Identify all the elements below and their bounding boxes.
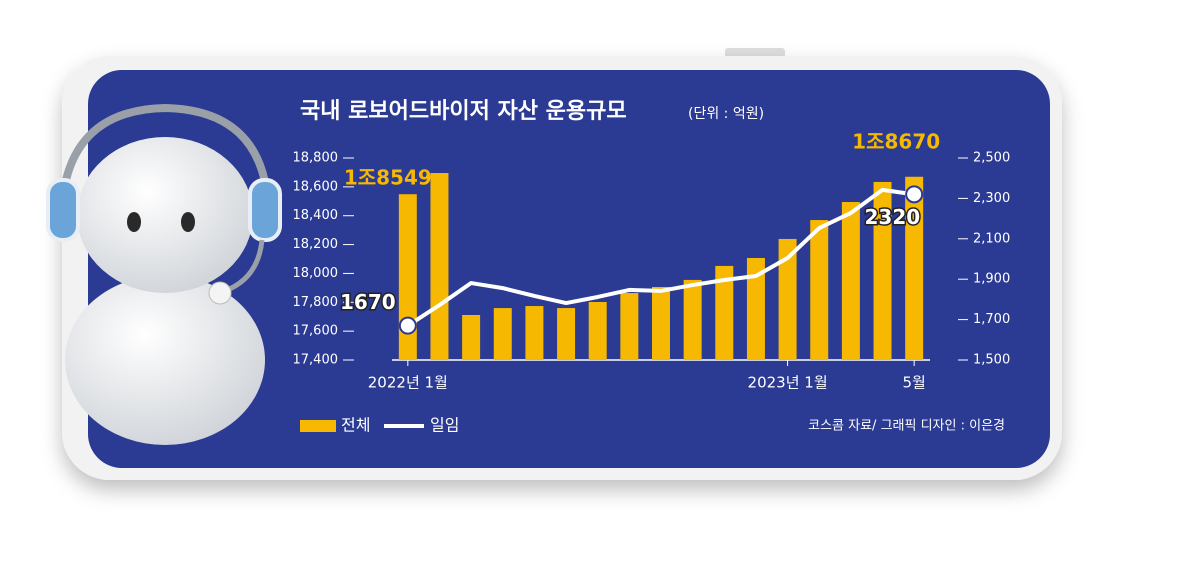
legend-label: 전체 [341, 416, 370, 435]
legend-label: 일임 [430, 416, 459, 435]
bar [557, 308, 576, 360]
y2-tick-label: 2,500 [973, 151, 1010, 166]
bar [652, 286, 670, 360]
bar-value-label: 1조8549 [344, 166, 432, 190]
bar [493, 308, 512, 360]
bar [588, 301, 607, 360]
y2-tick-label: 2,300 [973, 191, 1010, 206]
y-tick-label: 18,400 [293, 208, 339, 223]
y-tick-label: 17,600 [293, 324, 339, 339]
y2-tick-label: 2,100 [973, 231, 1010, 246]
bar [778, 238, 797, 360]
bar [810, 220, 829, 360]
bar [746, 257, 765, 360]
y2-tick-label: 1,700 [973, 312, 1010, 327]
phone-button [725, 48, 785, 58]
source-note: 코스콤 자료/ 그래픽 디자인 : 이은경 [808, 419, 1005, 434]
y-tick-label: 18,800 [293, 151, 339, 166]
chart-title: 국내 로보어드바이저 자산 운용규모 [300, 99, 627, 124]
x-tick-label: 5월 [903, 374, 926, 392]
x-tick-label: 2022년 1월 [368, 374, 448, 392]
y-tick-label: 17,800 [293, 295, 339, 310]
phone-screen [88, 70, 1050, 468]
bar [683, 279, 702, 360]
y2-tick-label: 1,500 [973, 353, 1010, 368]
y-tick-label: 18,600 [293, 179, 339, 194]
y-tick-label: 18,000 [293, 266, 339, 281]
bar [715, 265, 734, 360]
chart-subtitle: (단위 : 억원) [688, 106, 764, 122]
bar [398, 194, 417, 360]
bar-value-label: 1조8670 [852, 129, 940, 153]
line [406, 187, 915, 328]
y2-tick-label: 1,900 [973, 272, 1010, 287]
line-value-label: 1670 [340, 290, 396, 314]
bar [905, 176, 924, 360]
bar [525, 306, 544, 360]
bar [873, 181, 892, 360]
line-point [398, 316, 417, 335]
legend-swatch [300, 420, 336, 432]
bar [430, 173, 449, 360]
bar [841, 202, 860, 360]
y-tick-label: 18,200 [293, 237, 339, 252]
bar [620, 293, 639, 360]
robot-illustration [46, 103, 282, 445]
x-tick-label: 2023년 1월 [748, 374, 828, 392]
line-value-label: 2320 [865, 205, 921, 229]
y-tick-label: 17,400 [293, 353, 339, 368]
bar [462, 314, 481, 360]
line-point [905, 185, 924, 204]
